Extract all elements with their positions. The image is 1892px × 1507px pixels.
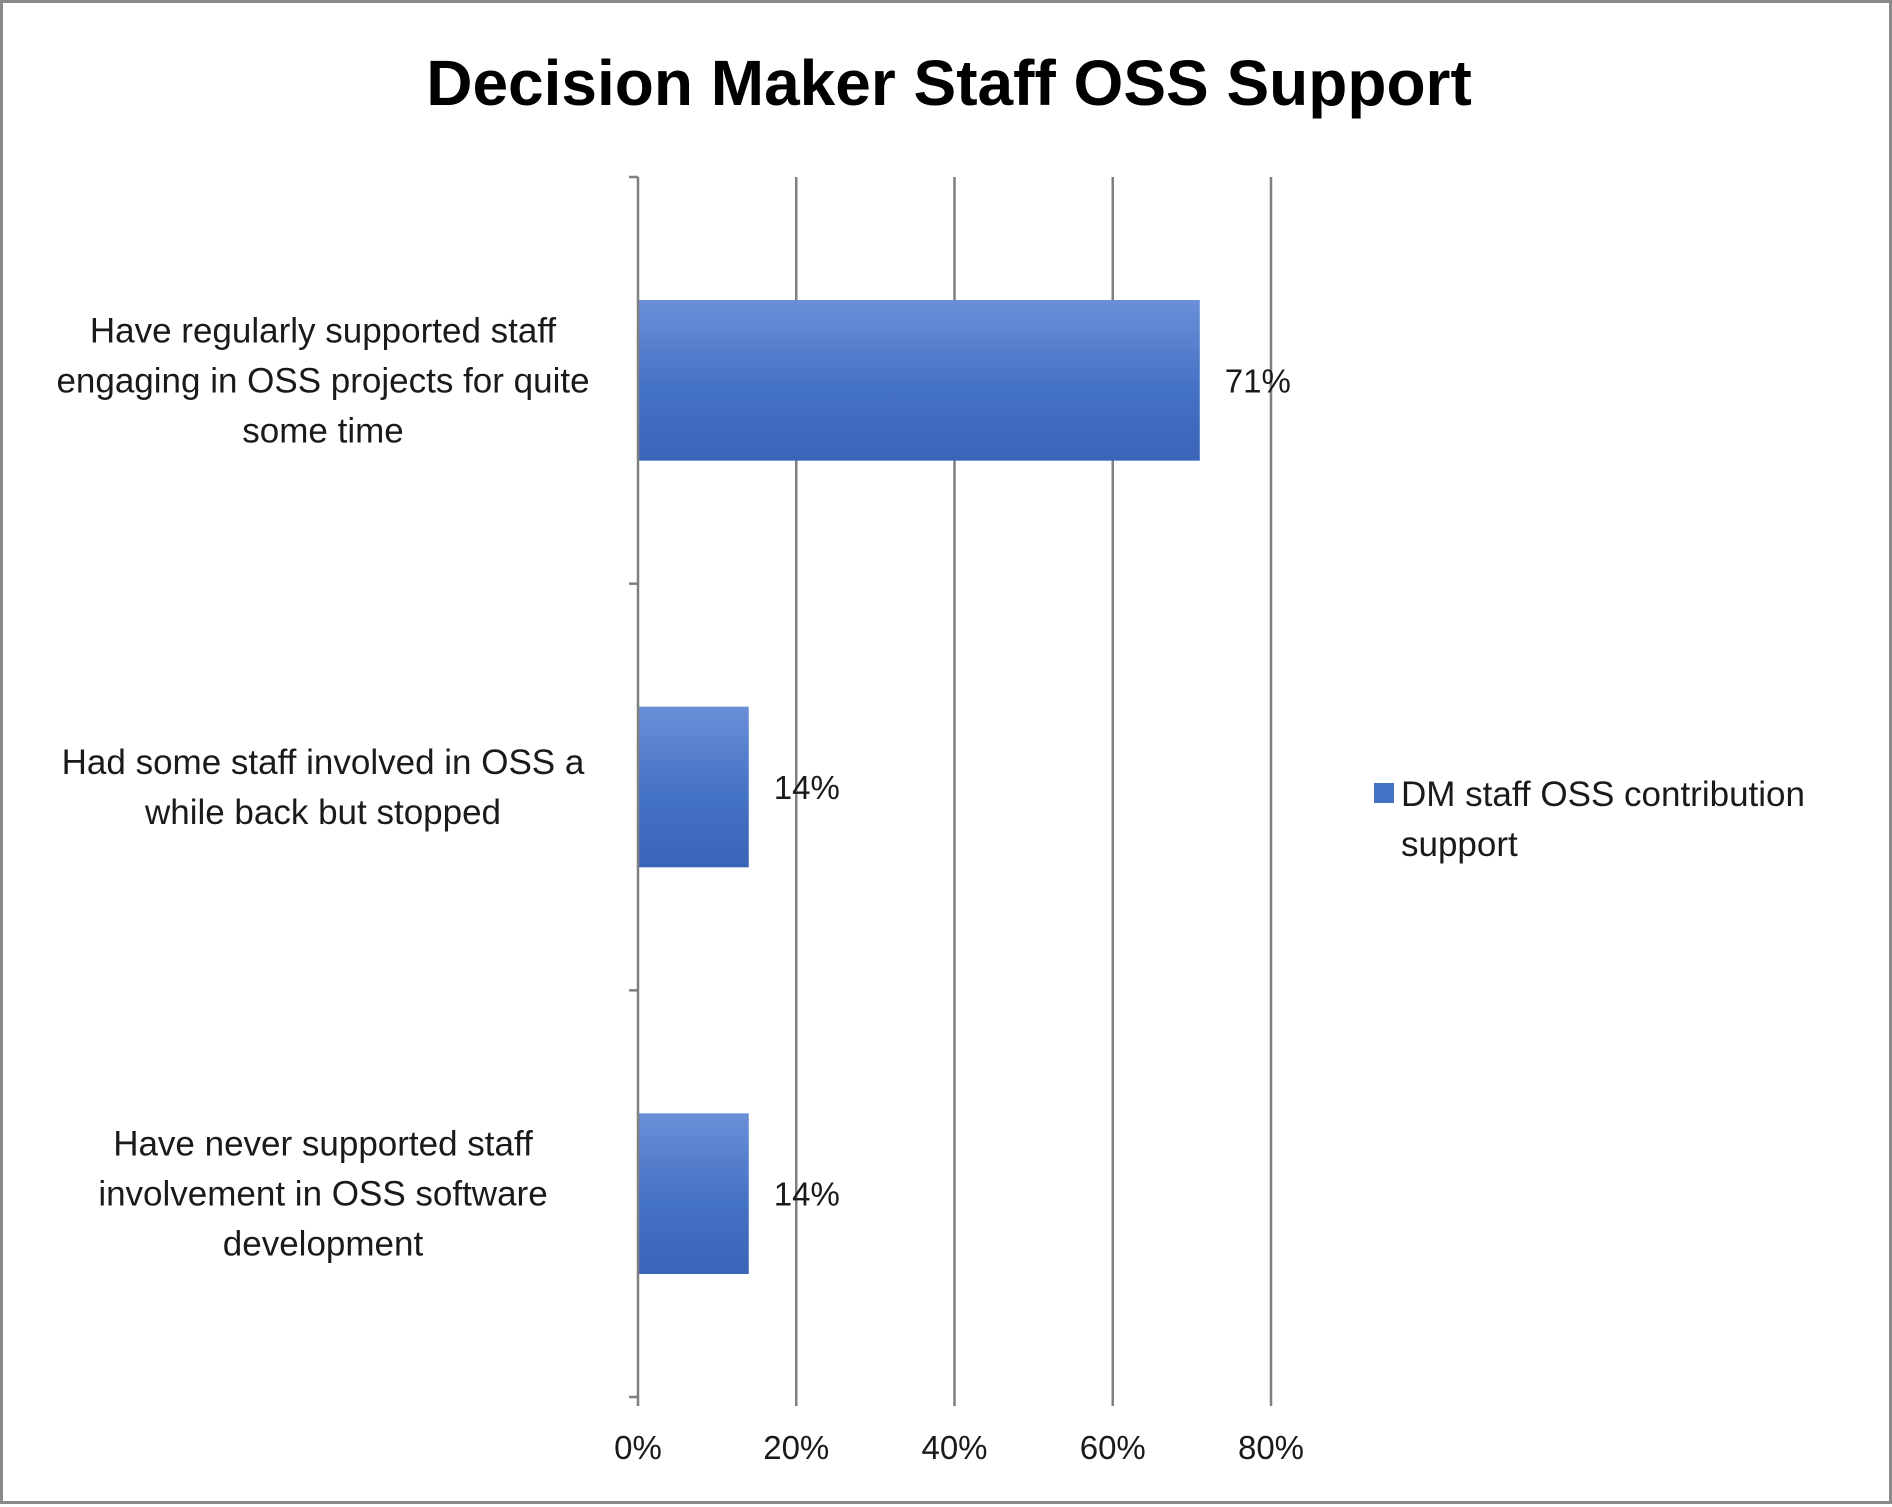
data-label: 14%: [774, 1176, 840, 1213]
bar: [638, 706, 749, 868]
bar-chart: Decision Maker Staff OSS Support Have re…: [56, 47, 1805, 1466]
legend-label: DM staff OSS contribution support: [1401, 775, 1805, 864]
category-label-line: involvement in OSS software: [98, 1175, 547, 1214]
legend-label-line: DM staff OSS contribution: [1401, 775, 1805, 814]
category-label-line: while back but stopped: [144, 793, 501, 832]
data-label: 14%: [774, 769, 840, 806]
bar: [638, 1113, 749, 1274]
x-tick-label: 20%: [763, 1429, 829, 1466]
axes: [629, 175, 1273, 1406]
category-labels: Have regularly supported staff engaging i…: [56, 311, 589, 1263]
x-tick-label: 60%: [1080, 1429, 1146, 1466]
legend-swatch: [1374, 783, 1394, 803]
category-label: Have never supported staff involvement in…: [98, 1125, 547, 1264]
category-label: Had some staff involved in OSS a while ba…: [62, 743, 585, 832]
category-label-line: Have never supported staff: [113, 1125, 533, 1164]
legend: DM staff OSS contribution support: [1374, 775, 1805, 864]
bar: [638, 300, 1200, 461]
chart-title: Decision Maker Staff OSS Support: [426, 47, 1472, 119]
category-label-line: some time: [242, 411, 403, 450]
data-label: 71%: [1225, 362, 1291, 399]
category-label-line: engaging in OSS projects for quite: [56, 361, 589, 400]
x-tick-label: 80%: [1238, 1429, 1304, 1466]
category-label-line: Have regularly supported staff: [90, 311, 557, 350]
legend-label-line: support: [1401, 825, 1518, 864]
x-tick-label: 40%: [921, 1429, 987, 1466]
category-label-line: Had some staff involved in OSS a: [62, 743, 585, 782]
x-tick-labels: 0% 20% 40% 60% 80%: [614, 1429, 1304, 1466]
category-label: Have regularly supported staff engaging i…: [56, 311, 589, 450]
data-labels: 71% 14% 14%: [774, 362, 1291, 1212]
bars: [638, 300, 1200, 1274]
x-tick-label: 0%: [614, 1429, 662, 1466]
category-label-line: development: [223, 1225, 424, 1264]
